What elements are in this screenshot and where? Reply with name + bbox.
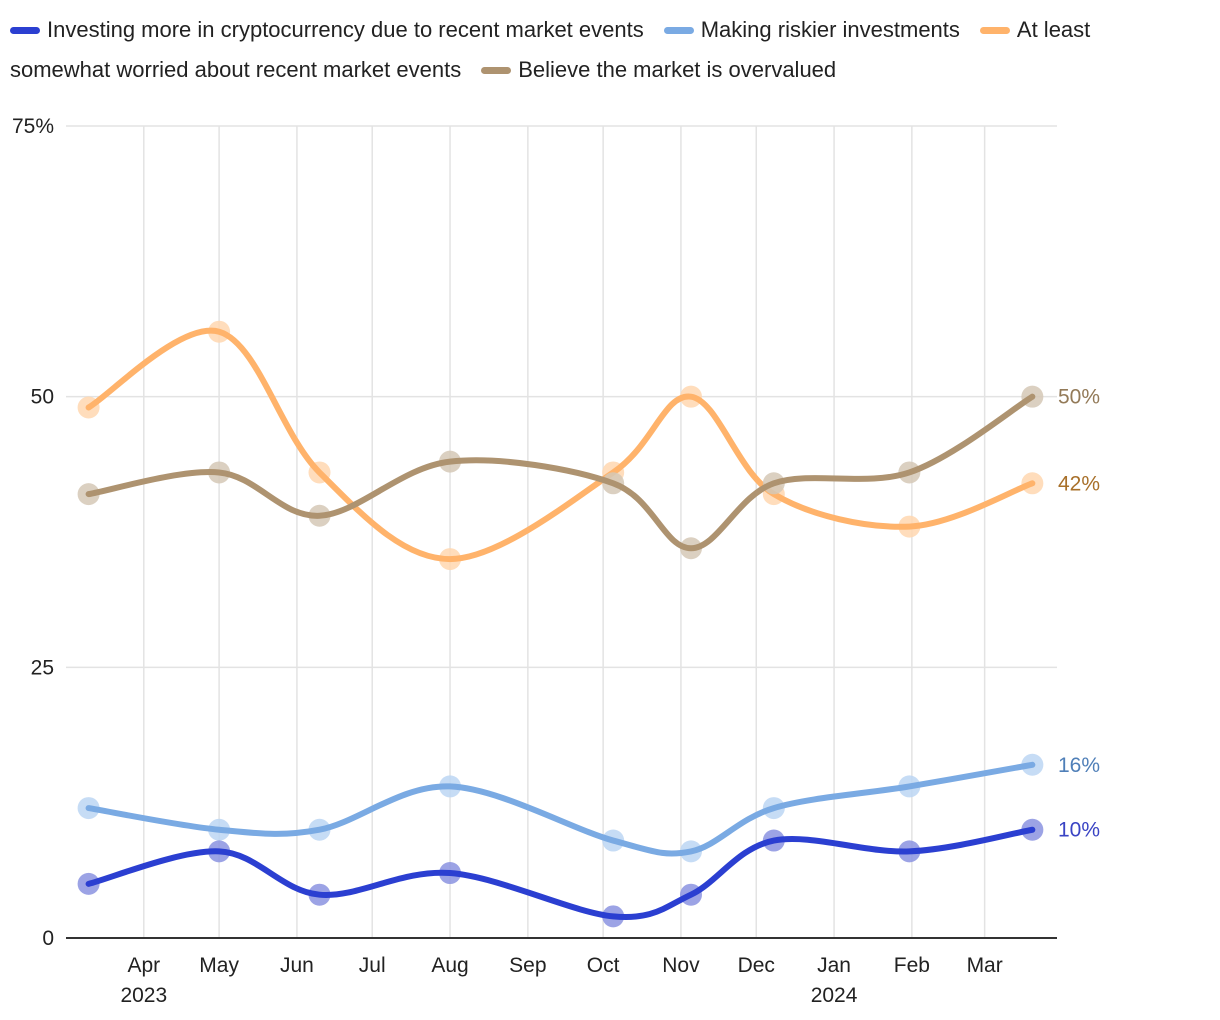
legend-item-crypto[interactable]: Investing more in cryptocurrency due to … <box>10 16 644 44</box>
x-tick-label: Aug <box>431 954 468 977</box>
axis-layer: 0 25 50 75% Apr 2023 May Jun Jul Aug Sep Oct Nov Dec J… <box>12 115 1057 1007</box>
legend-label-crypto: Investing more in cryptocurrency due to … <box>47 17 644 42</box>
series-line-crypto <box>85 826 1036 920</box>
x-tick-label: Jan <box>817 954 851 977</box>
legend-swatch-crypto <box>10 26 40 34</box>
x-year-label: 2023 <box>120 984 167 1007</box>
x-tick-label: Feb <box>894 954 930 977</box>
legend-item-riskier[interactable]: Making riskier investments <box>663 16 960 44</box>
series-crypto <box>77 818 1044 928</box>
legend-swatch-worried <box>979 26 1010 34</box>
legend-swatch-riskier <box>663 26 694 34</box>
x-tick-label: Apr <box>127 954 160 977</box>
series-line-worried <box>85 327 1036 563</box>
y-tick-label: 75% <box>12 115 54 138</box>
legend-item-worried[interactable]: At least <box>979 16 1091 44</box>
x-tick-label: Dec <box>738 954 775 977</box>
legend-label-overvalued: Believe the market is overvalued <box>518 57 837 82</box>
grid-layer <box>66 125 1057 938</box>
series-line-overvalued <box>85 393 1036 552</box>
x-tick-label: Mar <box>967 954 1003 977</box>
series-riskier <box>77 753 1044 863</box>
legend-row-2: somewhat worried about recent market eve… <box>10 56 856 84</box>
end-value-label-overvalued: 50% <box>1058 386 1100 409</box>
x-tick-label: Nov <box>662 954 700 977</box>
legend-row-1: Investing more in cryptocurrency due to … <box>10 16 1110 44</box>
legend-item-overvalued[interactable]: Believe the market is overvalued <box>481 56 836 84</box>
end-value-label-worried: 42% <box>1058 472 1100 495</box>
legend-label-worried-part1: At least <box>1016 17 1091 42</box>
end-value-label-riskier: 16% <box>1058 754 1100 777</box>
series-layer <box>77 320 1044 928</box>
y-tick-label: 50 <box>31 386 54 409</box>
x-tick-label: Sep <box>509 954 546 977</box>
x-year-label: 2024 <box>811 984 858 1007</box>
legend-label-riskier: Making riskier investments <box>700 17 960 42</box>
legend-item-worried-continued[interactable]: somewhat worried about recent market eve… <box>10 56 461 84</box>
legend-label-worried-part2: somewhat worried about recent market eve… <box>10 57 462 82</box>
x-tick-label: Jun <box>280 954 314 977</box>
x-tick-label: May <box>199 954 239 977</box>
series-overvalued <box>77 385 1044 560</box>
x-tick-label: Jul <box>359 954 386 977</box>
end-label-layer: 42% 50% 16% 10% <box>1058 386 1100 842</box>
series-line-riskier <box>85 761 1036 857</box>
y-tick-label: 25 <box>31 656 54 679</box>
x-tick-label: Oct <box>587 954 620 977</box>
end-value-label-crypto: 10% <box>1058 819 1100 842</box>
legend-swatch-overvalued <box>481 66 512 74</box>
series-worried <box>77 320 1044 571</box>
y-tick-label: 0 <box>42 927 54 950</box>
